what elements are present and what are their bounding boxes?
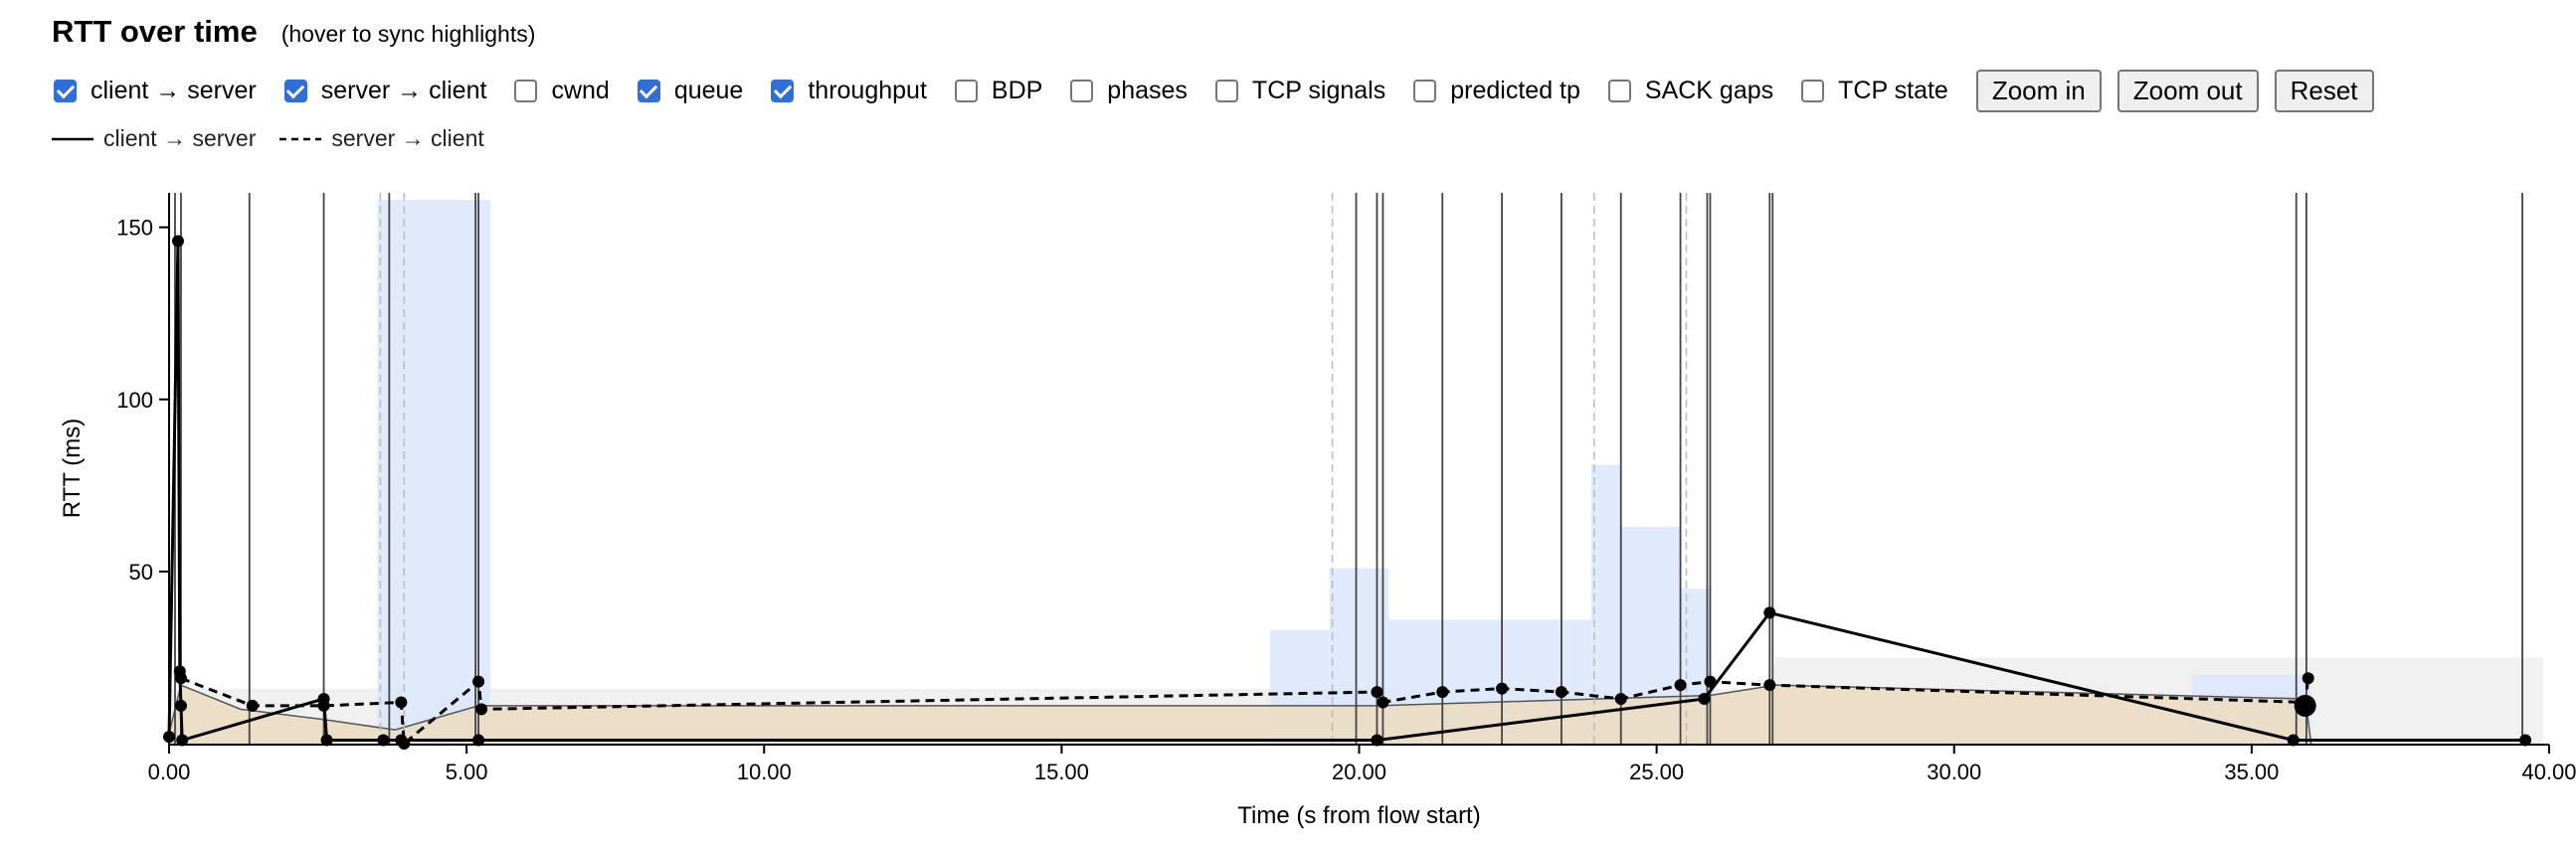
x-tick-label: 0.00	[148, 760, 191, 784]
toggle-phases[interactable]: phases	[1070, 77, 1188, 105]
toggle-predicted-tp-label: predicted tp	[1450, 77, 1580, 104]
toggle-sack-gaps-label: SACK gaps	[1644, 77, 1774, 104]
client-server-point	[163, 731, 175, 744]
zoom-in-button[interactable]: Zoom in	[1975, 70, 2102, 112]
y-tick-label: 150	[116, 216, 153, 241]
checkbox-tcp-signals[interactable]	[1214, 80, 1238, 102]
client-server-point	[174, 699, 187, 712]
event-markers-layer	[174, 193, 2523, 744]
server-client-point	[1496, 682, 1509, 695]
client-server-point	[377, 734, 390, 747]
checkbox-queue[interactable]	[637, 80, 660, 102]
toggle-throughput-label: throughput	[808, 77, 927, 104]
server-client-point	[395, 696, 408, 709]
toggle-server-client-label: server → client	[320, 77, 487, 104]
solid-line-swatch	[52, 137, 93, 140]
toggle-tcp-state[interactable]: TCP state	[1801, 77, 1948, 105]
client-server-point	[1698, 692, 1711, 705]
reset-button[interactable]: Reset	[2274, 70, 2374, 112]
toggle-bdp[interactable]: BDP	[954, 77, 1043, 105]
legend-dashed: server → client	[279, 125, 484, 152]
x-tick-label: 5.00	[446, 760, 488, 784]
x-axis-title: Time (s from flow start)	[1237, 802, 1480, 829]
line-style-legend: client → server server → client	[52, 125, 508, 152]
server-client-point	[1614, 692, 1627, 705]
client-server-point	[320, 734, 333, 747]
server-client-line	[180, 676, 2310, 748]
server-client-point	[1555, 686, 1567, 699]
toggle-cwnd-label: cwnd	[551, 77, 610, 104]
client-server-point	[472, 734, 485, 747]
zoom-out-button[interactable]: Zoom out	[2116, 70, 2259, 112]
client-server-point	[1371, 734, 1383, 747]
y-axis-title: RTT (ms)	[59, 419, 86, 518]
server-client-point	[2301, 672, 2314, 685]
toggle-client-server[interactable]: client → server	[54, 77, 257, 105]
y-tick-label: 100	[116, 388, 153, 413]
throughput-bar	[377, 199, 491, 745]
toggle-queue[interactable]: queue	[637, 77, 744, 105]
checkbox-sack-gaps[interactable]	[1607, 80, 1631, 102]
server-client-point	[317, 699, 330, 712]
server-client-point	[398, 738, 411, 750]
toggle-sack-gaps[interactable]: SACK gaps	[1607, 77, 1774, 105]
x-tick-label: 30.00	[1927, 760, 1981, 784]
checkbox-cwnd[interactable]	[514, 80, 538, 102]
y-tick-label: 50	[129, 560, 153, 585]
rtt-chart[interactable]: 0.00 5.00 10.00 15.00 20.00 25.00 30.00 35.00 40…	[0, 179, 2576, 849]
checkbox-tcp-state[interactable]	[1801, 80, 1825, 102]
checkbox-throughput[interactable]	[771, 80, 795, 102]
series-layer	[163, 235, 2532, 750]
toggle-server-client[interactable]: server → client	[283, 77, 487, 105]
checkbox-phases[interactable]	[1070, 80, 1094, 102]
client-server-point	[1763, 606, 1776, 619]
toggle-tcp-state-label: TCP state	[1838, 77, 1948, 104]
queue-area	[169, 685, 2311, 744]
server-client-point	[1371, 686, 1383, 699]
chart-header: RTT over time (hover to sync highlights)	[52, 14, 535, 50]
server-client-point	[174, 672, 187, 685]
chart-title: RTT over time	[52, 14, 258, 49]
x-tick-label: 10.00	[737, 760, 792, 784]
legend-dashed-label: server → client	[331, 125, 484, 151]
server-client-point	[246, 699, 259, 712]
toggle-predicted-tp[interactable]: predicted tp	[1413, 77, 1580, 105]
server-client-point	[475, 703, 488, 716]
toggle-client-server-label: client → server	[91, 77, 257, 104]
client-server-point	[2287, 734, 2300, 747]
toggle-tcp-signals-label: TCP signals	[1251, 77, 1386, 104]
dashed-line-swatch	[279, 137, 322, 140]
controls-bar: client → server server → client cwnd que…	[54, 70, 2390, 112]
legend-solid-label: client → server	[103, 125, 257, 151]
chart-subtitle: (hover to sync highlights)	[280, 21, 536, 47]
checkbox-predicted-tp[interactable]	[1413, 80, 1437, 102]
toggle-queue-label: queue	[673, 77, 744, 104]
server-client-point	[472, 675, 485, 688]
x-tick-label: 20.00	[1332, 760, 1386, 784]
axes-layer: 0.00 5.00 10.00 15.00 20.00 25.00 30.00 35.00 40…	[116, 193, 2576, 784]
client-server-point	[171, 235, 184, 248]
highlight-point	[2294, 694, 2316, 717]
x-tick-label: 40.00	[2521, 760, 2576, 784]
server-client-point	[1377, 696, 1389, 709]
checkbox-server-client[interactable]	[283, 80, 307, 102]
legend-solid: client → server	[52, 125, 256, 152]
x-tick-label: 15.00	[1034, 760, 1089, 784]
toggle-tcp-signals[interactable]: TCP signals	[1214, 77, 1386, 105]
client-server-point	[2519, 734, 2532, 747]
x-tick-label: 25.00	[1629, 760, 1684, 784]
server-client-point	[1704, 675, 1717, 688]
checkbox-bdp[interactable]	[954, 80, 978, 102]
server-client-point	[1436, 686, 1449, 699]
client-server-point	[176, 734, 189, 747]
toggle-throughput[interactable]: throughput	[771, 77, 927, 105]
checkbox-client-server[interactable]	[54, 80, 77, 102]
server-client-point	[1674, 679, 1687, 692]
toggle-cwnd[interactable]: cwnd	[514, 77, 610, 105]
toggle-phases-label: phases	[1107, 77, 1188, 104]
toggle-bdp-label: BDP	[991, 77, 1043, 104]
server-client-point	[1763, 679, 1776, 692]
x-tick-label: 35.00	[2224, 760, 2279, 784]
